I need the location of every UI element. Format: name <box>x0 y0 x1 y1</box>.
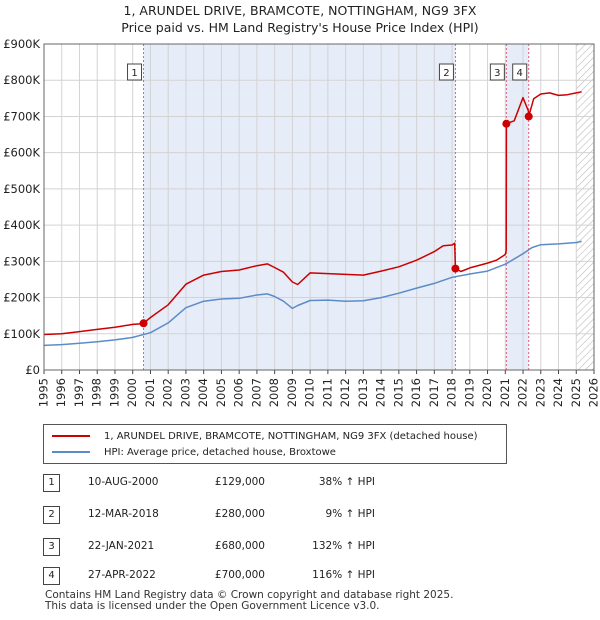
x-tick-label: 2008 <box>267 378 281 407</box>
transaction-price: £280,000 <box>214 508 265 520</box>
x-tick-label: 2014 <box>374 378 388 407</box>
x-tick-label: 2024 <box>551 378 565 407</box>
x-tick-label: 2021 <box>498 378 512 407</box>
legend-swatch-property <box>52 435 90 437</box>
x-tick-label: 2013 <box>356 378 370 407</box>
x-tick-label: 2005 <box>214 378 228 407</box>
shaded-ownership-period <box>506 44 529 370</box>
chart-title-line-2: Price paid vs. HM Land Registry's House … <box>121 20 479 35</box>
y-tick-label: £300K <box>3 254 40 268</box>
x-tick-label: 2018 <box>445 378 459 407</box>
sale-badge-label: 1 <box>131 68 137 79</box>
x-tick-label: 2010 <box>303 378 317 407</box>
x-tick-label: 1999 <box>107 378 121 407</box>
y-tick-label: £800K <box>3 73 40 87</box>
legend: 1, ARUNDEL DRIVE, BRAMCOTE, NOTTINGHAM, … <box>43 424 507 464</box>
transaction-badge: 2 <box>43 506 60 524</box>
price-chart: £0 £100K £200K £300K £400K £500K £600K £700K £80… <box>3 37 600 407</box>
sale-badge <box>438 63 454 81</box>
x-tick-label: 2015 <box>391 378 405 407</box>
transaction-hpi-change: 38% ↑ HPI <box>318 476 375 488</box>
sale-badge-label: 3 <box>494 68 500 79</box>
footer-copyright: Contains HM Land Registry data © Crown c… <box>45 589 454 601</box>
x-tick-label: 2001 <box>143 378 157 407</box>
y-tick-label: £500K <box>3 182 40 196</box>
transaction-price: £700,000 <box>214 569 265 581</box>
transaction-hpi-change: 132% ↑ HPI <box>312 540 375 552</box>
y-tick-label: £100K <box>3 327 40 341</box>
transaction-badge: 3 <box>43 538 60 556</box>
y-tick-label: £200K <box>3 291 40 305</box>
x-tick-label: 2011 <box>320 378 334 407</box>
x-tick-label: 2003 <box>178 378 192 407</box>
x-tick-label: 2004 <box>196 378 210 407</box>
legend-item-hpi: HPI: Average price, detached house, Brox… <box>52 445 336 459</box>
x-tick-label: 2016 <box>409 378 423 407</box>
sale-badge <box>127 63 143 81</box>
y-tick-label: £900K <box>3 37 40 51</box>
x-tick-label: 2022 <box>516 378 530 407</box>
legend-swatch-hpi <box>52 451 90 453</box>
transaction-date: 12-MAR-2018 <box>88 508 159 520</box>
x-tick-label: 2017 <box>427 378 441 407</box>
x-tick-label: 1995 <box>37 378 51 407</box>
sale-point <box>139 319 148 328</box>
x-tick-label: 2020 <box>480 378 494 407</box>
y-tick-label: £400K <box>3 218 40 232</box>
y-tick-label: £600K <box>3 146 40 160</box>
legend-label-hpi: HPI: Average price, detached house, Brox… <box>104 446 336 458</box>
footer: Contains HM Land Registry data © Crown c… <box>45 590 453 612</box>
x-tick-label: 2026 <box>587 378 600 407</box>
sale-badge <box>512 63 528 81</box>
x-tick-label: 1997 <box>72 378 86 407</box>
sale-badge <box>489 63 505 81</box>
footer-licence: This data is licensed under the Open Gov… <box>45 600 380 612</box>
series-group <box>44 91 582 347</box>
chart-title-line-1: 1, ARUNDEL DRIVE, BRAMCOTE, NOTTINGHAM, … <box>123 3 477 18</box>
x-tick-label: 2012 <box>338 378 352 407</box>
x-tick-label: 1996 <box>54 378 68 407</box>
x-tick-label: 2019 <box>462 378 476 407</box>
x-tick-label: 2002 <box>161 378 175 407</box>
sale-point <box>502 119 511 128</box>
transaction-date: 22-JAN-2021 <box>88 540 155 552</box>
legend-label-property: 1, ARUNDEL DRIVE, BRAMCOTE, NOTTINGHAM, … <box>104 430 478 442</box>
transaction-hpi-change: 116% ↑ HPI <box>312 569 375 581</box>
x-tick-label: 2025 <box>569 378 583 407</box>
plot-border <box>43 43 595 371</box>
transaction-badge: 1 <box>43 474 60 492</box>
x-tick-label: 2009 <box>285 378 299 407</box>
x-tick-label: 2007 <box>249 378 263 407</box>
sale-point <box>451 264 460 273</box>
sale-badge-label: 4 <box>517 68 523 79</box>
hpi-line <box>44 240 582 347</box>
sale-badge-label: 2 <box>443 68 449 79</box>
forecast-hatched-region <box>576 44 594 370</box>
transaction-date: 10-AUG-2000 <box>88 476 159 488</box>
y-tick-label: £700K <box>3 109 40 123</box>
shaded-ownership-period <box>143 44 456 370</box>
property-price-line <box>44 91 582 336</box>
x-tick-label: 2000 <box>125 378 139 407</box>
x-tick-label: 2006 <box>232 378 246 407</box>
x-tick-label: 1998 <box>90 378 104 407</box>
transaction-hpi-change: 9% ↑ HPI <box>325 508 375 520</box>
y-tick-label: £0 <box>25 363 40 377</box>
x-tick-label: 2023 <box>533 378 547 407</box>
transaction-badge: 4 <box>43 567 60 585</box>
transaction-price: £129,000 <box>214 476 265 488</box>
transaction-date: 27-APR-2022 <box>88 569 156 581</box>
sale-point <box>524 112 533 121</box>
transaction-price: £680,000 <box>214 540 265 552</box>
legend-item-property: 1, ARUNDEL DRIVE, BRAMCOTE, NOTTINGHAM, … <box>52 429 478 443</box>
